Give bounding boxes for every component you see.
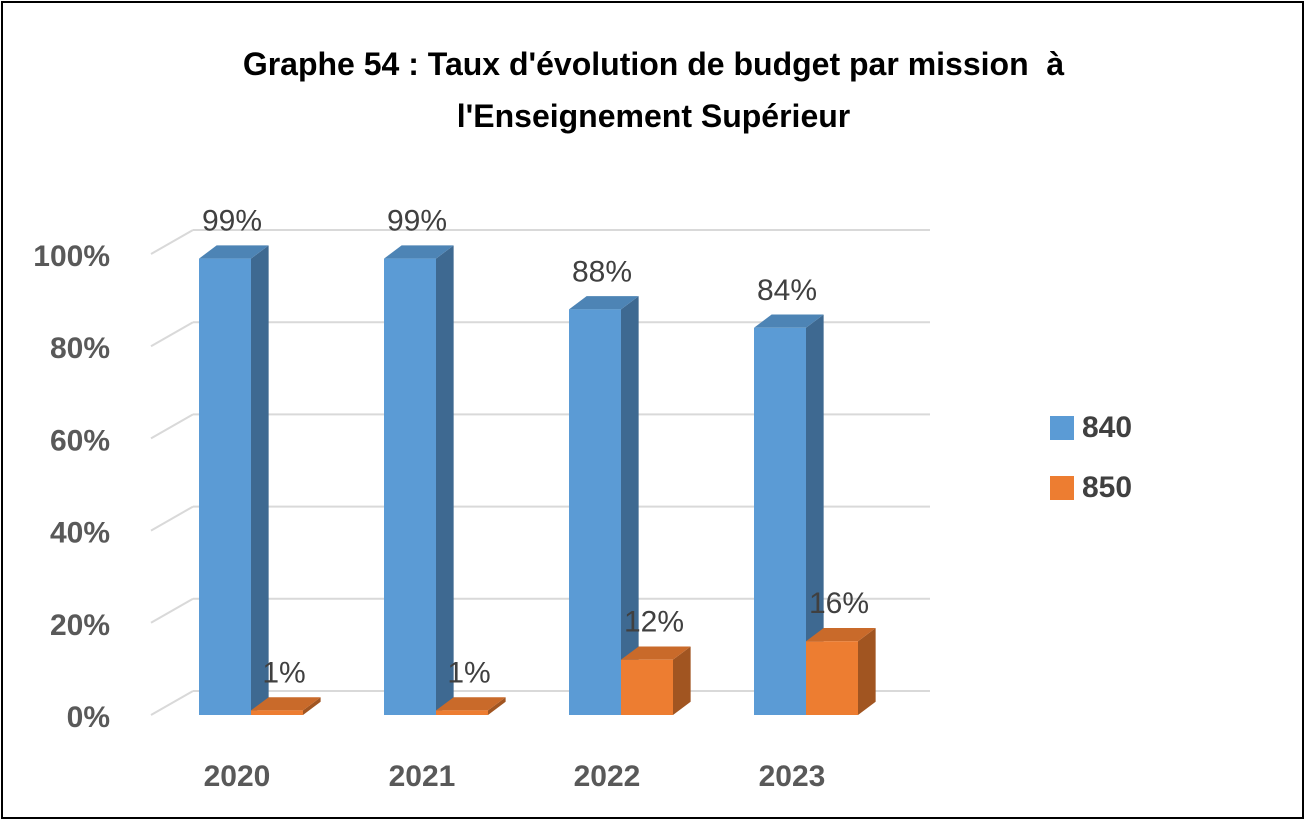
y-tick-label-5: 100% — [33, 240, 110, 273]
bar-840-2023 — [754, 327, 806, 715]
y-tick-label-0: 0% — [67, 701, 110, 734]
x-tick-label-2021: 2021 — [389, 760, 456, 793]
chart-title-line-1: Graphe 54 : Taux d'évolution de budget p… — [242, 46, 1065, 82]
gridline-depth-5 — [150, 229, 194, 255]
data-label-840-2020: 99% — [202, 205, 262, 238]
bar-side-840-2023 — [806, 314, 824, 715]
y-tick-label-2: 40% — [50, 517, 110, 550]
x-tick-label-2022: 2022 — [574, 760, 641, 793]
legend-item-series-1: 840 — [1050, 398, 1132, 458]
bar-840-2020 — [199, 258, 251, 715]
gridline-depth-0 — [150, 690, 194, 716]
bar-side-850-2021 — [488, 697, 506, 715]
bar-top-850-2023 — [806, 628, 876, 642]
bar-840-2022 — [569, 309, 621, 715]
bar-side-850-2022 — [673, 646, 691, 715]
y-tick-label-4: 80% — [50, 332, 110, 365]
bar-top-840-2020 — [199, 245, 269, 259]
data-label-840-2022: 88% — [572, 255, 632, 288]
data-label-850-2023: 16% — [809, 587, 869, 620]
bar-top-850-2020 — [251, 697, 321, 711]
legend-swatch-series-2 — [1050, 476, 1074, 500]
legend-label-series-2: 850 — [1082, 471, 1133, 504]
gridline-depth-1 — [150, 597, 194, 624]
data-label-840-2023: 84% — [757, 274, 817, 307]
bar-side-850-2020 — [303, 697, 321, 715]
gridline-depth-4 — [150, 321, 194, 348]
bar-side-840-2022 — [621, 296, 639, 715]
x-tick-label-2020: 2020 — [204, 760, 271, 793]
legend-item-series-2: 850 — [1050, 458, 1132, 518]
bar-850-2022 — [621, 659, 673, 715]
data-label-850-2021: 1% — [447, 656, 490, 689]
legend-label-series-1: 840 — [1082, 411, 1133, 444]
data-label-840-2021: 99% — [387, 205, 447, 238]
bar-top-840-2022 — [569, 296, 639, 310]
y-tick-label-1: 20% — [50, 609, 110, 642]
bar-850-2020 — [251, 710, 303, 715]
data-label-850-2022: 12% — [624, 606, 684, 639]
bar-850-2023 — [806, 641, 858, 715]
bar-side-850-2023 — [858, 628, 876, 715]
chart-title-line-2: l'Enseignement Supérieur — [456, 98, 851, 134]
x-tick-label-2023: 2023 — [759, 760, 826, 793]
chart-legend: 840 850 — [1050, 398, 1132, 518]
y-tick-label-3: 60% — [50, 424, 110, 457]
bar-850-2021 — [436, 710, 488, 715]
bar-top-840-2023 — [754, 314, 824, 328]
chart-title: Graphe 54 : Taux d'évolution de budget p… — [0, 38, 1307, 142]
bar-top-840-2021 — [384, 245, 454, 259]
gridline-depth-3 — [150, 413, 194, 440]
gridline-depth-2 — [150, 505, 194, 532]
bar-side-840-2020 — [251, 245, 269, 715]
data-label-850-2020: 1% — [262, 656, 305, 689]
bar-top-850-2022 — [621, 646, 691, 660]
bar-840-2021 — [384, 258, 436, 715]
bar-top-850-2021 — [436, 697, 506, 711]
legend-swatch-series-1 — [1050, 416, 1074, 440]
bar-side-840-2021 — [436, 245, 454, 715]
